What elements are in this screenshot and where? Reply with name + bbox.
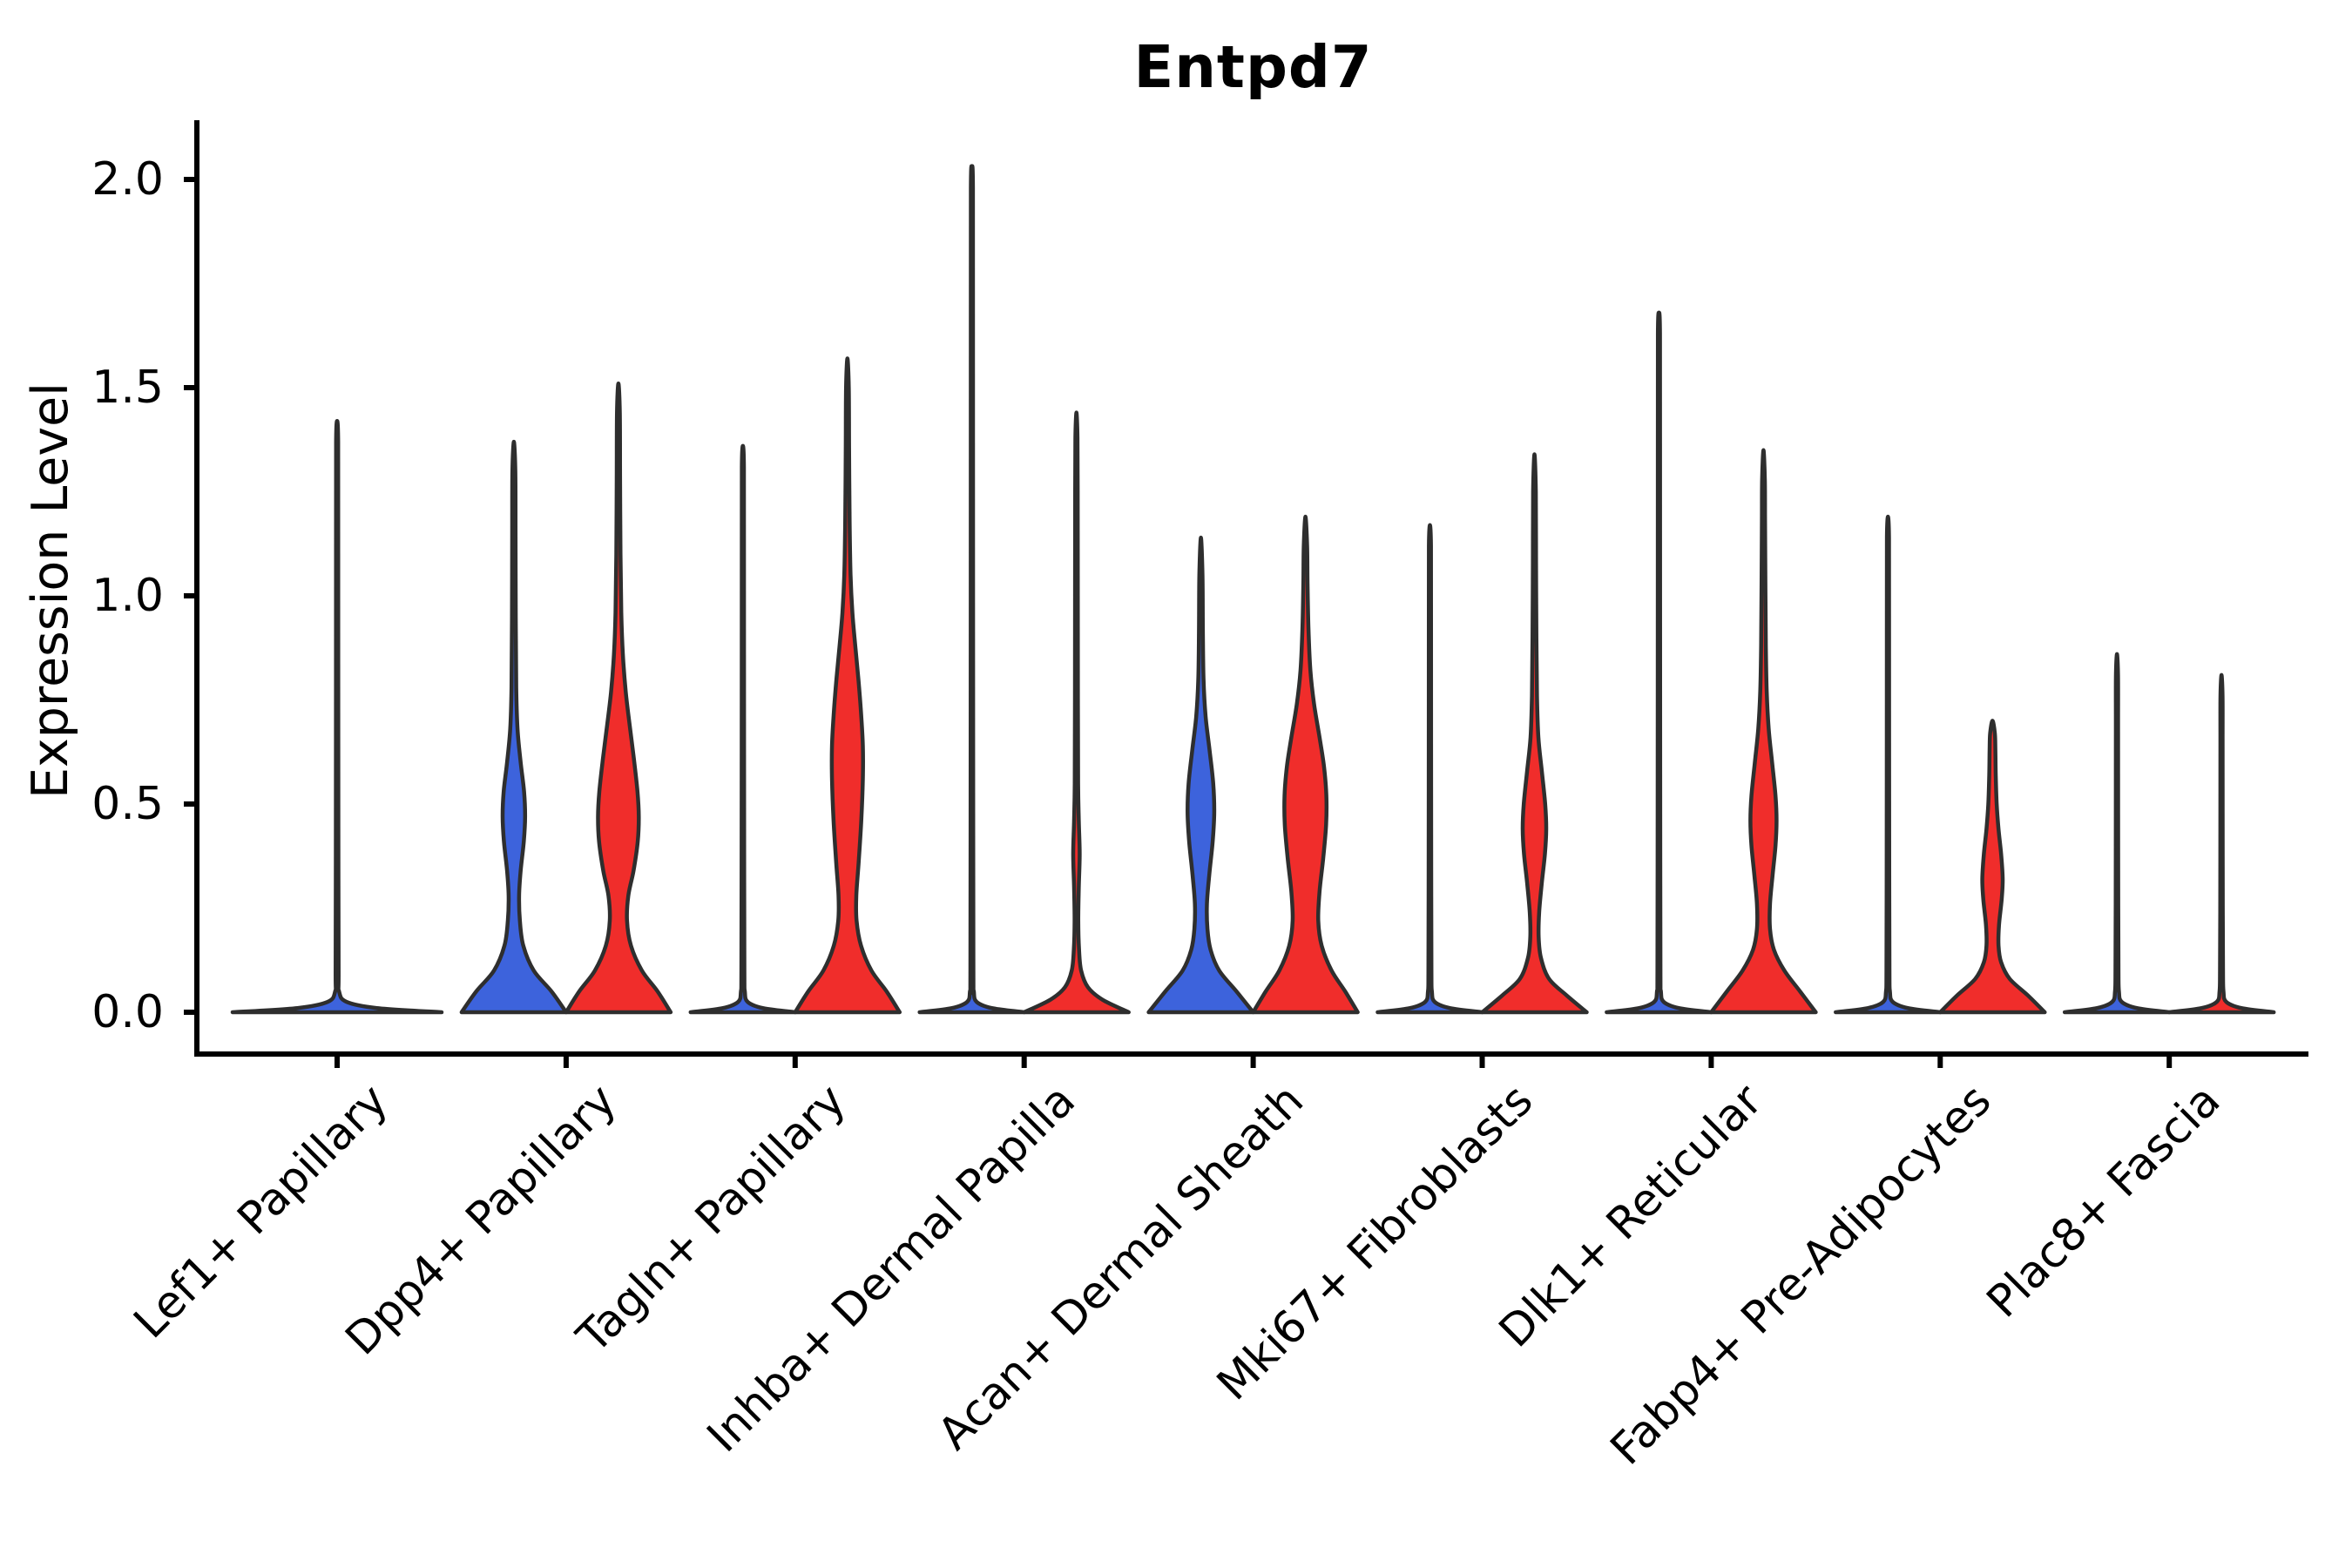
violin-fabp4-pre-adipocytes-right	[1938, 719, 2047, 1015]
violin-lef1-papillary-center	[230, 418, 444, 1015]
violin-plac8-fascia-right	[2166, 672, 2276, 1015]
violin-dlk1-reticular-right	[1709, 448, 1818, 1015]
violin-fabp4-pre-adipocytes-left	[1834, 514, 1943, 1015]
violin-mki67-fibroblasts-right	[1480, 452, 1589, 1015]
violin-tagln-papillary-right	[793, 356, 902, 1015]
y-tick-label-1.5: 1.5	[91, 362, 164, 414]
plot-title: Entpd7	[1133, 33, 1373, 101]
violin-acan-dermal-sheath-left	[1146, 535, 1255, 1015]
violin-inhba-dermal-papilla-left	[917, 164, 1026, 1015]
violin-mki67-fibroblasts-left	[1375, 523, 1484, 1015]
violin-tagln-papillary-left	[688, 443, 798, 1015]
y-tick-label-2.0: 2.0	[91, 153, 164, 206]
violin-plac8-fascia-left	[2062, 652, 2172, 1015]
violin-dlk1-reticular-left	[1605, 310, 1713, 1015]
violin-inhba-dermal-papilla-right	[1022, 410, 1131, 1015]
violin-dpp4-papillary-left	[459, 439, 569, 1015]
y-tick-label-1.0: 1.0	[91, 570, 164, 622]
y-tick-label-0.5: 0.5	[91, 778, 164, 830]
violin-acan-dermal-sheath-right	[1251, 514, 1360, 1015]
y-tick-label-0.0: 0.0	[91, 986, 164, 1038]
violin-dpp4-papillary-right	[564, 381, 673, 1015]
